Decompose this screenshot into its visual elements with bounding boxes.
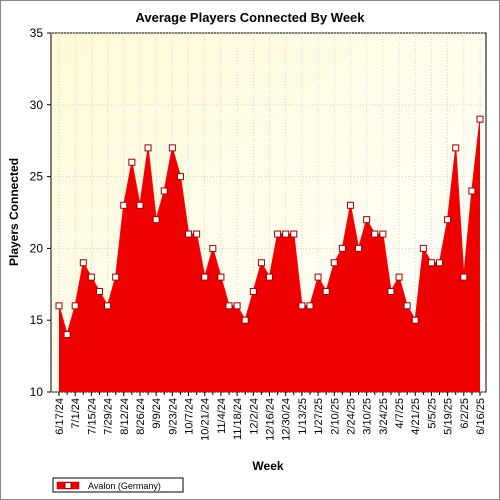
y-tick-label: 15 xyxy=(30,313,44,327)
data-point xyxy=(87,273,95,281)
x-tick-label: 10/21/24 xyxy=(200,398,212,441)
data-point xyxy=(152,216,160,224)
x-tick-label: 11/18/24 xyxy=(232,398,244,440)
y-tick-label: 10 xyxy=(30,385,44,399)
x-tick-label: 9/9/24 xyxy=(151,398,163,429)
chart-title: Average Players Connected By Week xyxy=(135,10,365,25)
x-tick-label: 6/2/25 xyxy=(459,398,471,429)
data-point xyxy=(330,259,338,267)
data-point xyxy=(112,273,120,281)
x-tick-label: 3/10/25 xyxy=(362,398,374,435)
data-point xyxy=(176,173,184,181)
x-tick-label: 1/13/25 xyxy=(297,398,309,435)
x-tick-label: 7/29/24 xyxy=(103,398,115,435)
data-point xyxy=(476,115,484,123)
data-point xyxy=(355,244,363,252)
x-tick-label: 4/7/25 xyxy=(394,398,406,429)
data-point xyxy=(314,273,322,281)
legend-box xyxy=(52,477,184,493)
data-point xyxy=(363,216,371,224)
x-tick-label: 3/24/25 xyxy=(378,398,390,435)
data-point xyxy=(395,273,403,281)
data-point xyxy=(257,259,265,267)
x-tick-label: 10/7/24 xyxy=(184,398,196,435)
data-point xyxy=(290,230,298,238)
data-point xyxy=(371,230,379,238)
data-point xyxy=(306,302,314,310)
data-point xyxy=(144,144,152,152)
data-point xyxy=(63,331,71,339)
data-point xyxy=(55,302,63,310)
data-point xyxy=(298,302,306,310)
data-point xyxy=(209,244,217,252)
x-tick-label: 11/4/24 xyxy=(216,398,228,434)
data-point xyxy=(460,273,468,281)
x-tick-label: 2/24/25 xyxy=(345,398,357,435)
data-point xyxy=(338,244,346,252)
y-tick-label: 25 xyxy=(30,170,44,184)
data-point xyxy=(95,287,103,295)
legend-marker xyxy=(64,482,72,489)
x-tick-label: 2/10/25 xyxy=(329,398,341,435)
data-point xyxy=(71,302,79,310)
data-point xyxy=(128,158,136,166)
x-tick-label: 4/21/25 xyxy=(410,398,422,435)
data-point xyxy=(444,216,452,224)
x-tick-label: 8/12/24 xyxy=(119,398,131,435)
x-tick-label: 8/26/24 xyxy=(135,398,147,435)
data-point xyxy=(104,302,112,310)
data-point xyxy=(168,144,176,152)
data-point xyxy=(387,287,395,295)
data-point xyxy=(225,302,233,310)
data-point xyxy=(274,230,282,238)
x-tick-label: 5/5/25 xyxy=(426,398,438,429)
data-point xyxy=(160,187,168,195)
x-tick-label: 1/27/25 xyxy=(313,398,325,435)
x-axis-label: Week xyxy=(252,459,283,473)
x-tick-label: 12/2/24 xyxy=(248,398,260,435)
data-point xyxy=(233,302,241,310)
y-tick-label: 35 xyxy=(30,26,44,40)
y-axis-label: Players Connected xyxy=(7,158,21,266)
data-point xyxy=(282,230,290,238)
data-point xyxy=(266,273,273,281)
x-tick-label: 6/17/24 xyxy=(54,398,66,435)
data-point xyxy=(249,287,257,295)
legend: Avalon (Germany) xyxy=(52,477,184,493)
data-point xyxy=(185,230,193,238)
data-point xyxy=(419,244,427,252)
data-point xyxy=(79,259,87,267)
series-area xyxy=(59,119,480,392)
data-point xyxy=(136,201,144,209)
data-point xyxy=(379,230,387,238)
data-point xyxy=(201,273,209,281)
data-point xyxy=(411,316,419,324)
x-tick-label: 12/16/24 xyxy=(265,398,277,441)
data-point xyxy=(346,201,354,209)
series-layer xyxy=(55,115,484,392)
data-point xyxy=(468,187,476,195)
legend-label: Avalon (Germany) xyxy=(88,481,161,491)
data-point xyxy=(403,302,411,310)
data-point xyxy=(452,144,460,152)
y-axis: 10 15 20 25 30 35 xyxy=(30,26,51,399)
data-point xyxy=(217,273,225,281)
data-point xyxy=(120,201,128,209)
x-tick-label: 7/1/24 xyxy=(70,398,82,429)
x-tick-label: 5/19/25 xyxy=(443,398,455,435)
y-tick-label: 20 xyxy=(30,241,44,255)
data-point xyxy=(322,287,330,295)
data-point xyxy=(193,230,201,238)
x-tick-label: 6/16/25 xyxy=(475,398,487,435)
x-tick-label: 12/30/24 xyxy=(281,398,293,441)
data-point xyxy=(427,259,435,267)
y-tick-label: 30 xyxy=(30,98,44,112)
data-point xyxy=(241,316,249,324)
x-axis: 6/17/24 7/1/24 7/15/24 7/29/24 8/12/24 8/26/2… xyxy=(54,392,487,441)
data-point xyxy=(436,259,444,267)
x-tick-label: 7/15/24 xyxy=(86,398,98,435)
x-tick-label: 9/23/24 xyxy=(167,398,179,435)
